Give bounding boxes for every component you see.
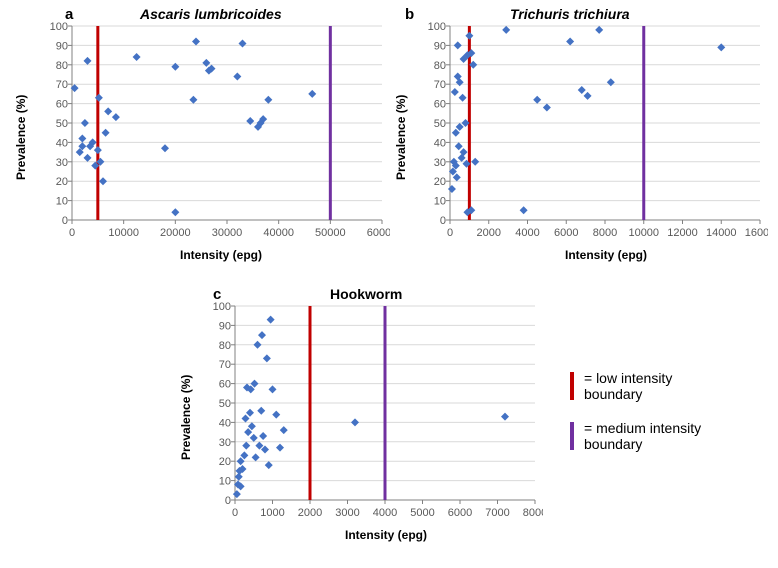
svg-text:10: 10	[434, 196, 446, 208]
panel-a-ylabel: Prevalence (%)	[14, 95, 28, 180]
svg-text:0: 0	[225, 495, 231, 507]
svg-text:16000: 16000	[745, 227, 768, 239]
panel-a-xlabel: Intensity (epg)	[180, 248, 262, 262]
svg-text:10: 10	[219, 476, 231, 488]
svg-text:90: 90	[56, 40, 68, 52]
svg-text:0: 0	[447, 227, 453, 239]
svg-text:90: 90	[219, 320, 231, 332]
svg-text:4000: 4000	[515, 227, 539, 239]
svg-text:30: 30	[434, 157, 446, 169]
legend-low-swatch	[570, 372, 574, 400]
svg-text:8000: 8000	[523, 507, 543, 519]
svg-text:50: 50	[56, 118, 68, 130]
svg-text:6000: 6000	[448, 507, 472, 519]
svg-text:10: 10	[56, 196, 68, 208]
panel-b-ylabel: Prevalence (%)	[394, 95, 408, 180]
panel-b: b Trichuris trichiura Prevalence (%) Int…	[390, 0, 778, 270]
svg-text:6000: 6000	[554, 227, 578, 239]
svg-text:70: 70	[56, 79, 68, 91]
svg-text:12000: 12000	[667, 227, 698, 239]
svg-text:20: 20	[219, 456, 231, 468]
panel-c-xlabel: Intensity (epg)	[345, 528, 427, 542]
svg-text:80: 80	[219, 340, 231, 352]
svg-text:90: 90	[434, 40, 446, 52]
svg-text:70: 70	[434, 79, 446, 91]
svg-text:5000: 5000	[410, 507, 434, 519]
svg-text:7000: 7000	[485, 507, 509, 519]
svg-text:20: 20	[56, 176, 68, 188]
svg-text:2000: 2000	[477, 227, 501, 239]
panel-b-xlabel: Intensity (epg)	[565, 248, 647, 262]
svg-text:3000: 3000	[335, 507, 359, 519]
legend: = low intensity boundary = medium intens…	[570, 370, 734, 470]
svg-text:50: 50	[434, 118, 446, 130]
legend-low: = low intensity boundary	[570, 370, 734, 402]
svg-text:0: 0	[232, 507, 238, 519]
svg-text:2000: 2000	[298, 507, 322, 519]
svg-text:70: 70	[219, 359, 231, 371]
panel-a-chart: 0 10 20 30 40 50 60 70 80 90 100 0 10000 20000 30000 40…	[30, 20, 390, 250]
svg-text:30: 30	[56, 157, 68, 169]
svg-text:40: 40	[434, 137, 446, 149]
svg-text:60: 60	[56, 99, 68, 111]
svg-text:0: 0	[440, 215, 446, 227]
svg-text:60: 60	[219, 379, 231, 391]
svg-text:10000: 10000	[108, 227, 139, 239]
panel-c: c Hookworm Prevalence (%) Intensity (epg…	[175, 280, 555, 550]
svg-text:40: 40	[56, 137, 68, 149]
svg-text:100: 100	[50, 21, 68, 33]
svg-text:20000: 20000	[160, 227, 191, 239]
svg-text:80: 80	[434, 60, 446, 72]
svg-text:60: 60	[434, 99, 446, 111]
panel-c-chart: 0102030405060708090100010002000300040005…	[193, 300, 543, 530]
svg-text:1000: 1000	[260, 507, 284, 519]
svg-text:80: 80	[56, 60, 68, 72]
svg-text:100: 100	[428, 21, 446, 33]
svg-text:0: 0	[69, 227, 75, 239]
panel-a: a Ascaris lumbricoides Prevalence (%) In…	[0, 0, 390, 270]
legend-medium-label: = medium intensity boundary	[584, 420, 734, 452]
legend-medium: = medium intensity boundary	[570, 420, 734, 452]
svg-text:30000: 30000	[212, 227, 243, 239]
svg-text:30: 30	[219, 437, 231, 449]
svg-text:40: 40	[219, 417, 231, 429]
legend-low-label: = low intensity boundary	[584, 370, 734, 402]
svg-text:50000: 50000	[315, 227, 346, 239]
svg-text:60000: 60000	[367, 227, 390, 239]
legend-medium-swatch	[570, 422, 574, 450]
svg-text:8000: 8000	[593, 227, 617, 239]
svg-text:40000: 40000	[263, 227, 294, 239]
svg-text:50: 50	[219, 398, 231, 410]
svg-text:4000: 4000	[373, 507, 397, 519]
panel-c-ylabel: Prevalence (%)	[179, 375, 193, 460]
svg-text:0: 0	[62, 215, 68, 227]
svg-text:10000: 10000	[628, 227, 659, 239]
svg-text:20: 20	[434, 176, 446, 188]
svg-text:100: 100	[213, 301, 231, 313]
svg-text:14000: 14000	[706, 227, 737, 239]
panel-b-chart: 0 10 20 30 40 50 60 70 80 90 100 0 2000 4000 6000 8000 1…	[408, 20, 768, 250]
